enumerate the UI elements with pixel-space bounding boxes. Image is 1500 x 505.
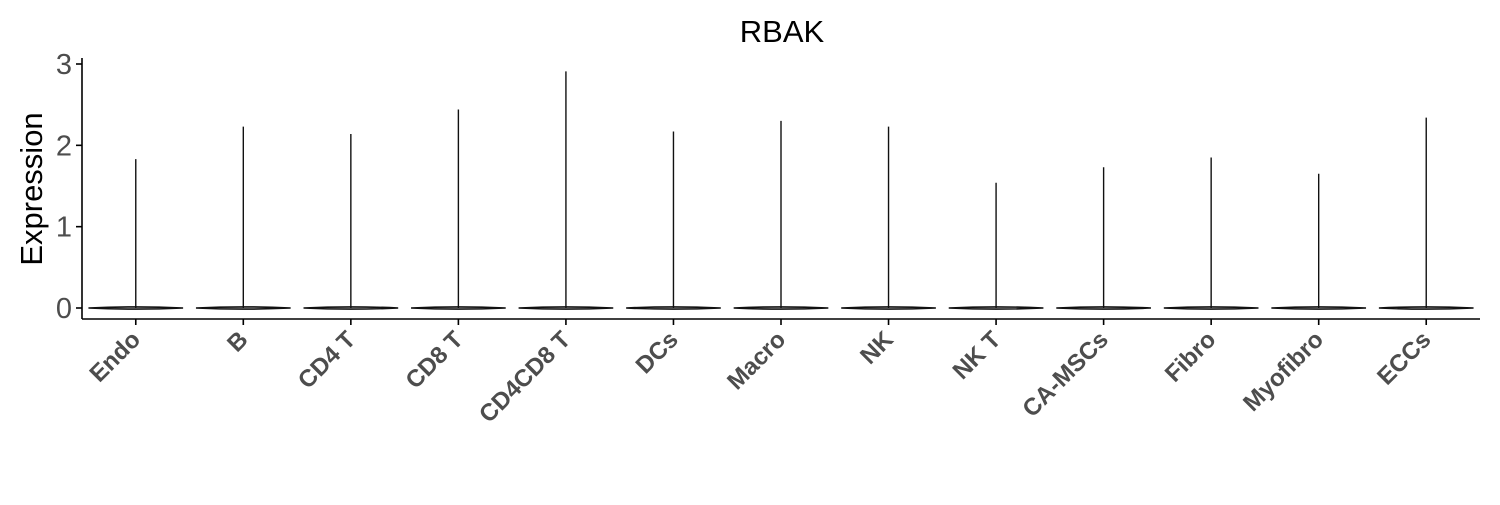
violin-endo [88,159,184,310]
x-tick-label: ECCs [1372,326,1436,390]
y-tick-label: 1 [56,212,72,244]
chart-title: RBAK [740,14,825,49]
violin-cd4-t [303,133,399,310]
x-ticks: Endo B CD4 T CD8 T CD4CD8 T DCs Macro NK NK T CA-… [84,319,1436,428]
x-tick-label: CD4CD8 T [474,326,576,428]
y-tick-label: 3 [56,49,72,81]
violin-b [195,126,291,310]
violin-nk-t [948,182,1044,310]
x-tick-label: Macro [722,326,791,395]
violin-myofibro [1271,173,1367,310]
y-axis-label: Expression [14,112,49,265]
x-tick-label: Myofibro [1238,326,1329,417]
violin-dcs [626,131,721,310]
violin-cd8-t [411,109,506,310]
x-tick-label: DCs [631,326,684,379]
violin-ca-mscs [1056,167,1151,310]
x-tick-label: CD8 T [401,326,469,394]
violin-nk [841,126,936,310]
x-tick-label: NK T [948,326,1007,385]
x-tick-label: CA-MSCs [1017,326,1113,422]
x-tick-label: CD4 T [293,326,361,394]
x-tick-label: Fibro [1160,326,1222,388]
violin-eccs [1378,117,1474,310]
x-tick-label: Endo [84,326,146,388]
violin-macro [733,120,829,310]
y-ticks: 0 1 2 3 [56,49,82,325]
y-tick-label: 0 [56,293,72,325]
x-tick-label: B [222,326,253,357]
y-tick-label: 2 [56,130,72,162]
violin-fibro [1163,157,1259,310]
x-tick-label: NK [855,326,899,370]
violin-cd4cd8-t [518,71,614,310]
violins [88,71,1474,310]
